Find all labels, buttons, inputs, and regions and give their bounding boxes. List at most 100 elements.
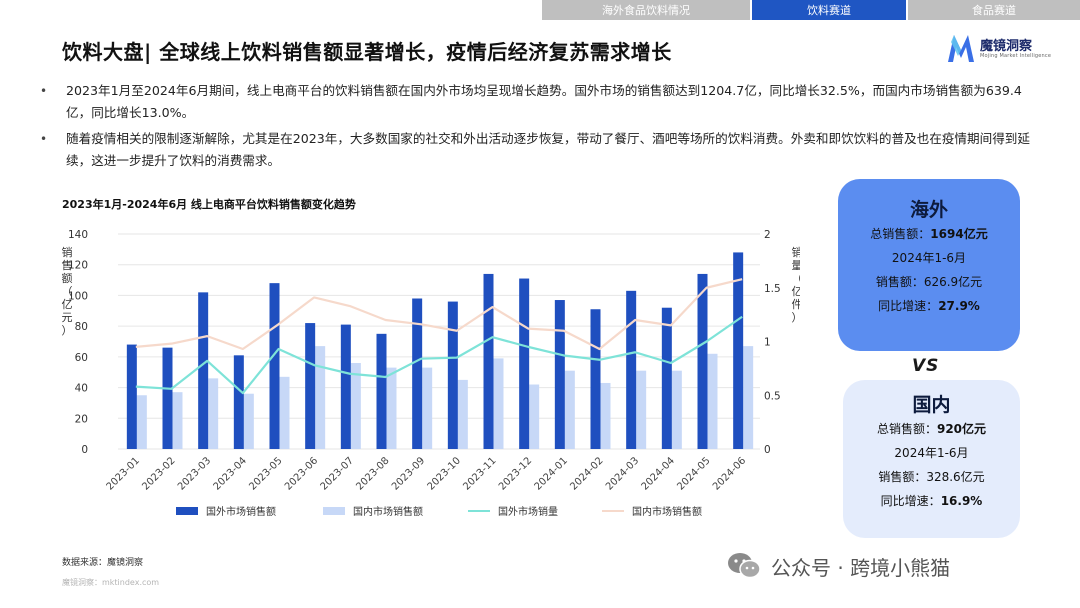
y2-tick-label: 0.5 xyxy=(764,390,781,402)
card-period: 2024年1-6月 xyxy=(894,446,969,460)
data-source: 数据来源：魔镜洞察 xyxy=(62,558,144,568)
legend-label: 国外市场销售额 xyxy=(206,507,276,518)
card-region-title: 国内 xyxy=(912,394,951,416)
card-sales-label: 销售额： xyxy=(875,275,924,289)
card-growth-value: 16.9% xyxy=(940,494,983,508)
y-tick-label: 140 xyxy=(68,229,88,241)
legend-item-domestic-line[interactable]: 国内市场销售额 xyxy=(602,503,702,518)
bar-domestic-sales xyxy=(422,367,433,449)
x-tick-label: 2024-06 xyxy=(711,455,748,492)
y-tick-label: 100 xyxy=(68,290,88,302)
bar-domestic-sales xyxy=(243,393,254,449)
legend-item-overseas-volume[interactable]: 国外市场销量 xyxy=(468,503,558,518)
bar-overseas-sales xyxy=(198,292,209,449)
bar-domestic-sales xyxy=(600,382,611,449)
top-nav: 海外食品饮料情况 饮料赛道 食品赛道 xyxy=(542,0,1080,20)
bar-overseas-sales xyxy=(733,252,744,449)
bar-domestic-sales xyxy=(279,376,290,449)
tab-food-track[interactable]: 食品赛道 xyxy=(908,0,1080,20)
chart-legend: 国外市场销售额 国内市场销售额 国外市场销量 国内市场销售额 xyxy=(176,503,776,519)
y-tick-label: 40 xyxy=(75,383,88,395)
page-title: 饮料大盘| 全球线上饮料销售额显著增长，疫情后经济复苏需求增长 xyxy=(62,40,672,64)
y-tick-label: 80 xyxy=(75,321,88,333)
y-axis-label: 销售额（亿元） xyxy=(62,245,73,337)
legend-item-overseas-sales[interactable]: 国外市场销售额 xyxy=(176,503,276,518)
bar-domestic-sales xyxy=(457,379,468,449)
logo-subtitle: Mojing Market Intelligence xyxy=(980,53,1052,59)
x-tick-label: 2023-07 xyxy=(319,455,356,492)
card-total-label: 总销售额： xyxy=(870,227,931,241)
legend-swatch xyxy=(176,506,198,515)
bar-overseas-sales xyxy=(305,323,316,449)
source-footnote: 魔镜洞察：mktindex.com xyxy=(62,578,160,587)
tab-beverage-track[interactable]: 饮料赛道 xyxy=(752,0,906,20)
x-tick-label: 2023-01 xyxy=(105,455,142,492)
card-growth-label: 同比增速： xyxy=(878,299,939,313)
legend-line xyxy=(602,509,624,512)
card-growth-value: 27.9% xyxy=(938,299,980,313)
watermark: 公众号 · 跨境小熊猫 xyxy=(727,549,950,583)
card-sales-row: 销售额：328.6亿元 xyxy=(843,465,1020,489)
x-tick-label: 2024-05 xyxy=(675,455,712,492)
card-total-value: 920亿元 xyxy=(936,422,987,436)
bar-domestic-sales xyxy=(172,392,183,449)
y-tick-label: 0 xyxy=(81,444,88,456)
bar-overseas-sales xyxy=(233,355,244,449)
card-growth-row: 同比增速：16.9% xyxy=(843,489,1020,513)
y2-tick-label: 1 xyxy=(764,337,771,349)
bar-overseas-sales xyxy=(376,333,387,449)
bar-domestic-sales xyxy=(529,384,540,449)
x-tick-label: 2023-02 xyxy=(140,455,177,492)
vs-label: VS xyxy=(912,356,940,376)
card-sales-value: 626.9亿元 xyxy=(923,275,983,289)
x-tick-label: 2023-04 xyxy=(212,455,249,492)
summary-bullets: • 2023年1月至2024年6月期间，线上电商平台的饮料销售额在国内外市场均呈… xyxy=(40,80,1040,176)
legend-line xyxy=(468,509,490,512)
bullet-text: 2023年1月至2024年6月期间，线上电商平台的饮料销售额在国内外市场均呈现增… xyxy=(66,83,1022,120)
bar-domestic-sales xyxy=(671,370,682,449)
overseas-summary-card: 海外 总销售额：1694亿元 2024年1-6月 销售额：626.9亿元 同比增… xyxy=(838,179,1020,351)
sales-trend-chart: 0 20 40 60 80 100 120 140 0 0.5 1 1.5 2 销售额（亿元） 销量（亿件）… xyxy=(62,229,801,493)
bar-overseas-sales xyxy=(626,290,637,449)
bar-overseas-sales xyxy=(590,309,601,449)
bullet-item: • 2023年1月至2024年6月期间，线上电商平台的饮料销售额在国内外市场均呈… xyxy=(40,80,1040,124)
legend-label: 国内市场销售额 xyxy=(632,507,702,518)
legend-item-domestic-sales[interactable]: 国内市场销售额 xyxy=(323,503,423,518)
bar-overseas-sales xyxy=(162,347,173,449)
legend-label: 国外市场销量 xyxy=(498,507,558,518)
card-total-label: 总销售额： xyxy=(876,422,937,436)
bar-domestic-sales xyxy=(136,395,147,449)
bullet-text: 随着疫情相关的限制逐渐解除，尤其是在2023年，大多数国家的社交和外出活动逐步恢… xyxy=(66,131,1030,168)
bullet-marker: • xyxy=(40,84,48,98)
bullet-item: • 随着疫情相关的限制逐渐解除，尤其是在2023年，大多数国家的社交和外出活动逐… xyxy=(40,128,1040,172)
x-tick-label: 2024-02 xyxy=(568,455,605,492)
card-sales-value: 328.6亿元 xyxy=(926,470,985,484)
y-tick-label: 20 xyxy=(75,413,88,425)
line-domestic xyxy=(135,278,743,351)
bar-overseas-sales xyxy=(126,344,137,449)
bar-overseas-sales xyxy=(340,324,351,449)
logo-name: 魔镜洞察 xyxy=(980,39,1033,54)
x-tick-label: 2024-01 xyxy=(533,455,570,492)
card-growth-row: 同比增速：27.9% xyxy=(838,294,1020,318)
bar-overseas-sales xyxy=(519,278,530,449)
card-period: 2024年1-6月 xyxy=(891,251,967,265)
watermark-text: 公众号 · 跨境小熊猫 xyxy=(771,555,951,580)
wechat-icon xyxy=(728,553,761,579)
tab-overseas-food-beverage[interactable]: 海外食品饮料情况 xyxy=(542,0,750,20)
bar-overseas-sales xyxy=(447,301,458,449)
bar-overseas-sales xyxy=(661,307,672,449)
card-total-row: 总销售额：1694亿元 xyxy=(838,222,1020,246)
logo-m-icon xyxy=(948,35,974,62)
bar-overseas-sales xyxy=(412,298,423,449)
card-sales-row: 销售额：626.9亿元 xyxy=(838,270,1020,294)
bar-domestic-sales xyxy=(315,346,326,449)
x-tick-label: 2024-03 xyxy=(604,455,641,492)
x-tick-label: 2023-12 xyxy=(497,455,534,492)
x-tick-label: 2024-04 xyxy=(640,455,677,492)
x-tick-label: 2023-06 xyxy=(283,455,320,492)
y2-tick-label: 0 xyxy=(764,444,771,456)
card-region-title: 海外 xyxy=(909,199,948,221)
card-sales-label: 销售额： xyxy=(878,470,927,484)
domestic-summary-card: 国内 总销售额：920亿元 2024年1-6月 销售额：328.6亿元 同比增速… xyxy=(843,380,1020,538)
